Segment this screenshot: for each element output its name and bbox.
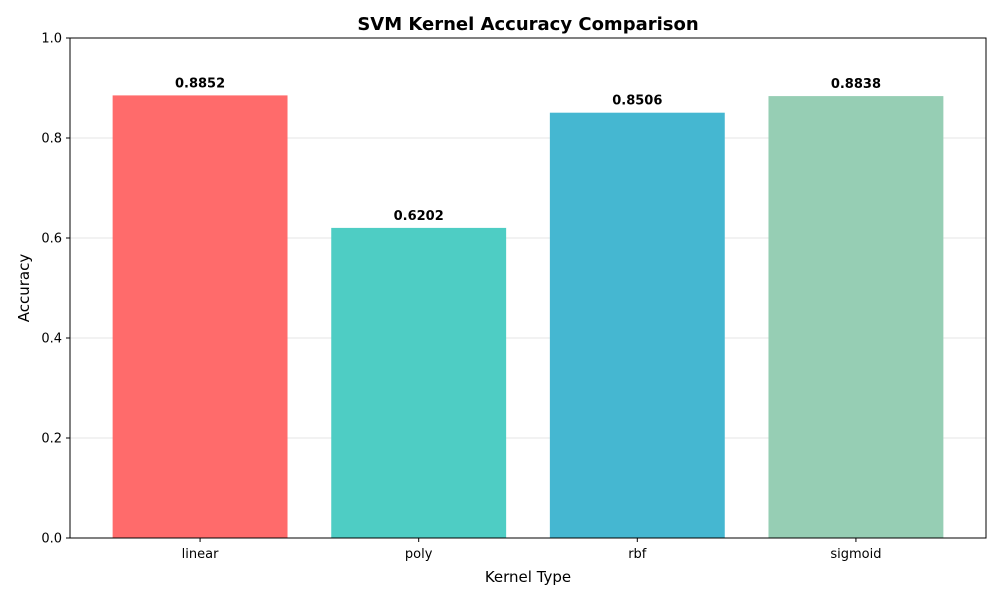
x-axis-ticks: linear poly rbf sigmoid <box>182 538 881 562</box>
y-tick-label: 0.2 <box>41 432 62 447</box>
bar-sigmoid <box>768 96 944 538</box>
bar-rbf <box>549 112 725 538</box>
x-tick-label: sigmoid <box>830 547 881 562</box>
y-tick-label: 1.0 <box>41 32 62 47</box>
value-label-linear: 0.8852 <box>175 76 225 91</box>
bar-poly <box>331 227 507 538</box>
x-tick-label: poly <box>405 547 433 562</box>
y-tick-label: 0.8 <box>41 132 62 147</box>
bar-linear <box>112 95 288 539</box>
y-axis-ticks: 0.0 0.2 0.4 0.6 0.8 1.0 <box>41 32 70 547</box>
plot-frame <box>69 37 987 539</box>
x-axis-label: Kernel Type <box>485 568 571 586</box>
y-tick-label: 0.6 <box>41 232 62 247</box>
y-axis-label: Accuracy <box>15 254 33 323</box>
value-label-sigmoid: 0.8838 <box>831 77 881 92</box>
value-label-poly: 0.6202 <box>394 209 444 224</box>
x-tick-label: linear <box>182 547 219 562</box>
x-tick-label: rbf <box>628 547 647 562</box>
y-tick-label: 0.0 <box>41 532 62 547</box>
bar-layer <box>112 95 944 539</box>
y-tick-label: 0.4 <box>41 332 62 347</box>
value-label-rbf: 0.8506 <box>612 94 662 109</box>
value-label-layer: 0.8852 0.6202 0.8506 0.8838 <box>175 76 881 224</box>
chart-title: SVM Kernel Accuracy Comparison <box>357 14 698 35</box>
